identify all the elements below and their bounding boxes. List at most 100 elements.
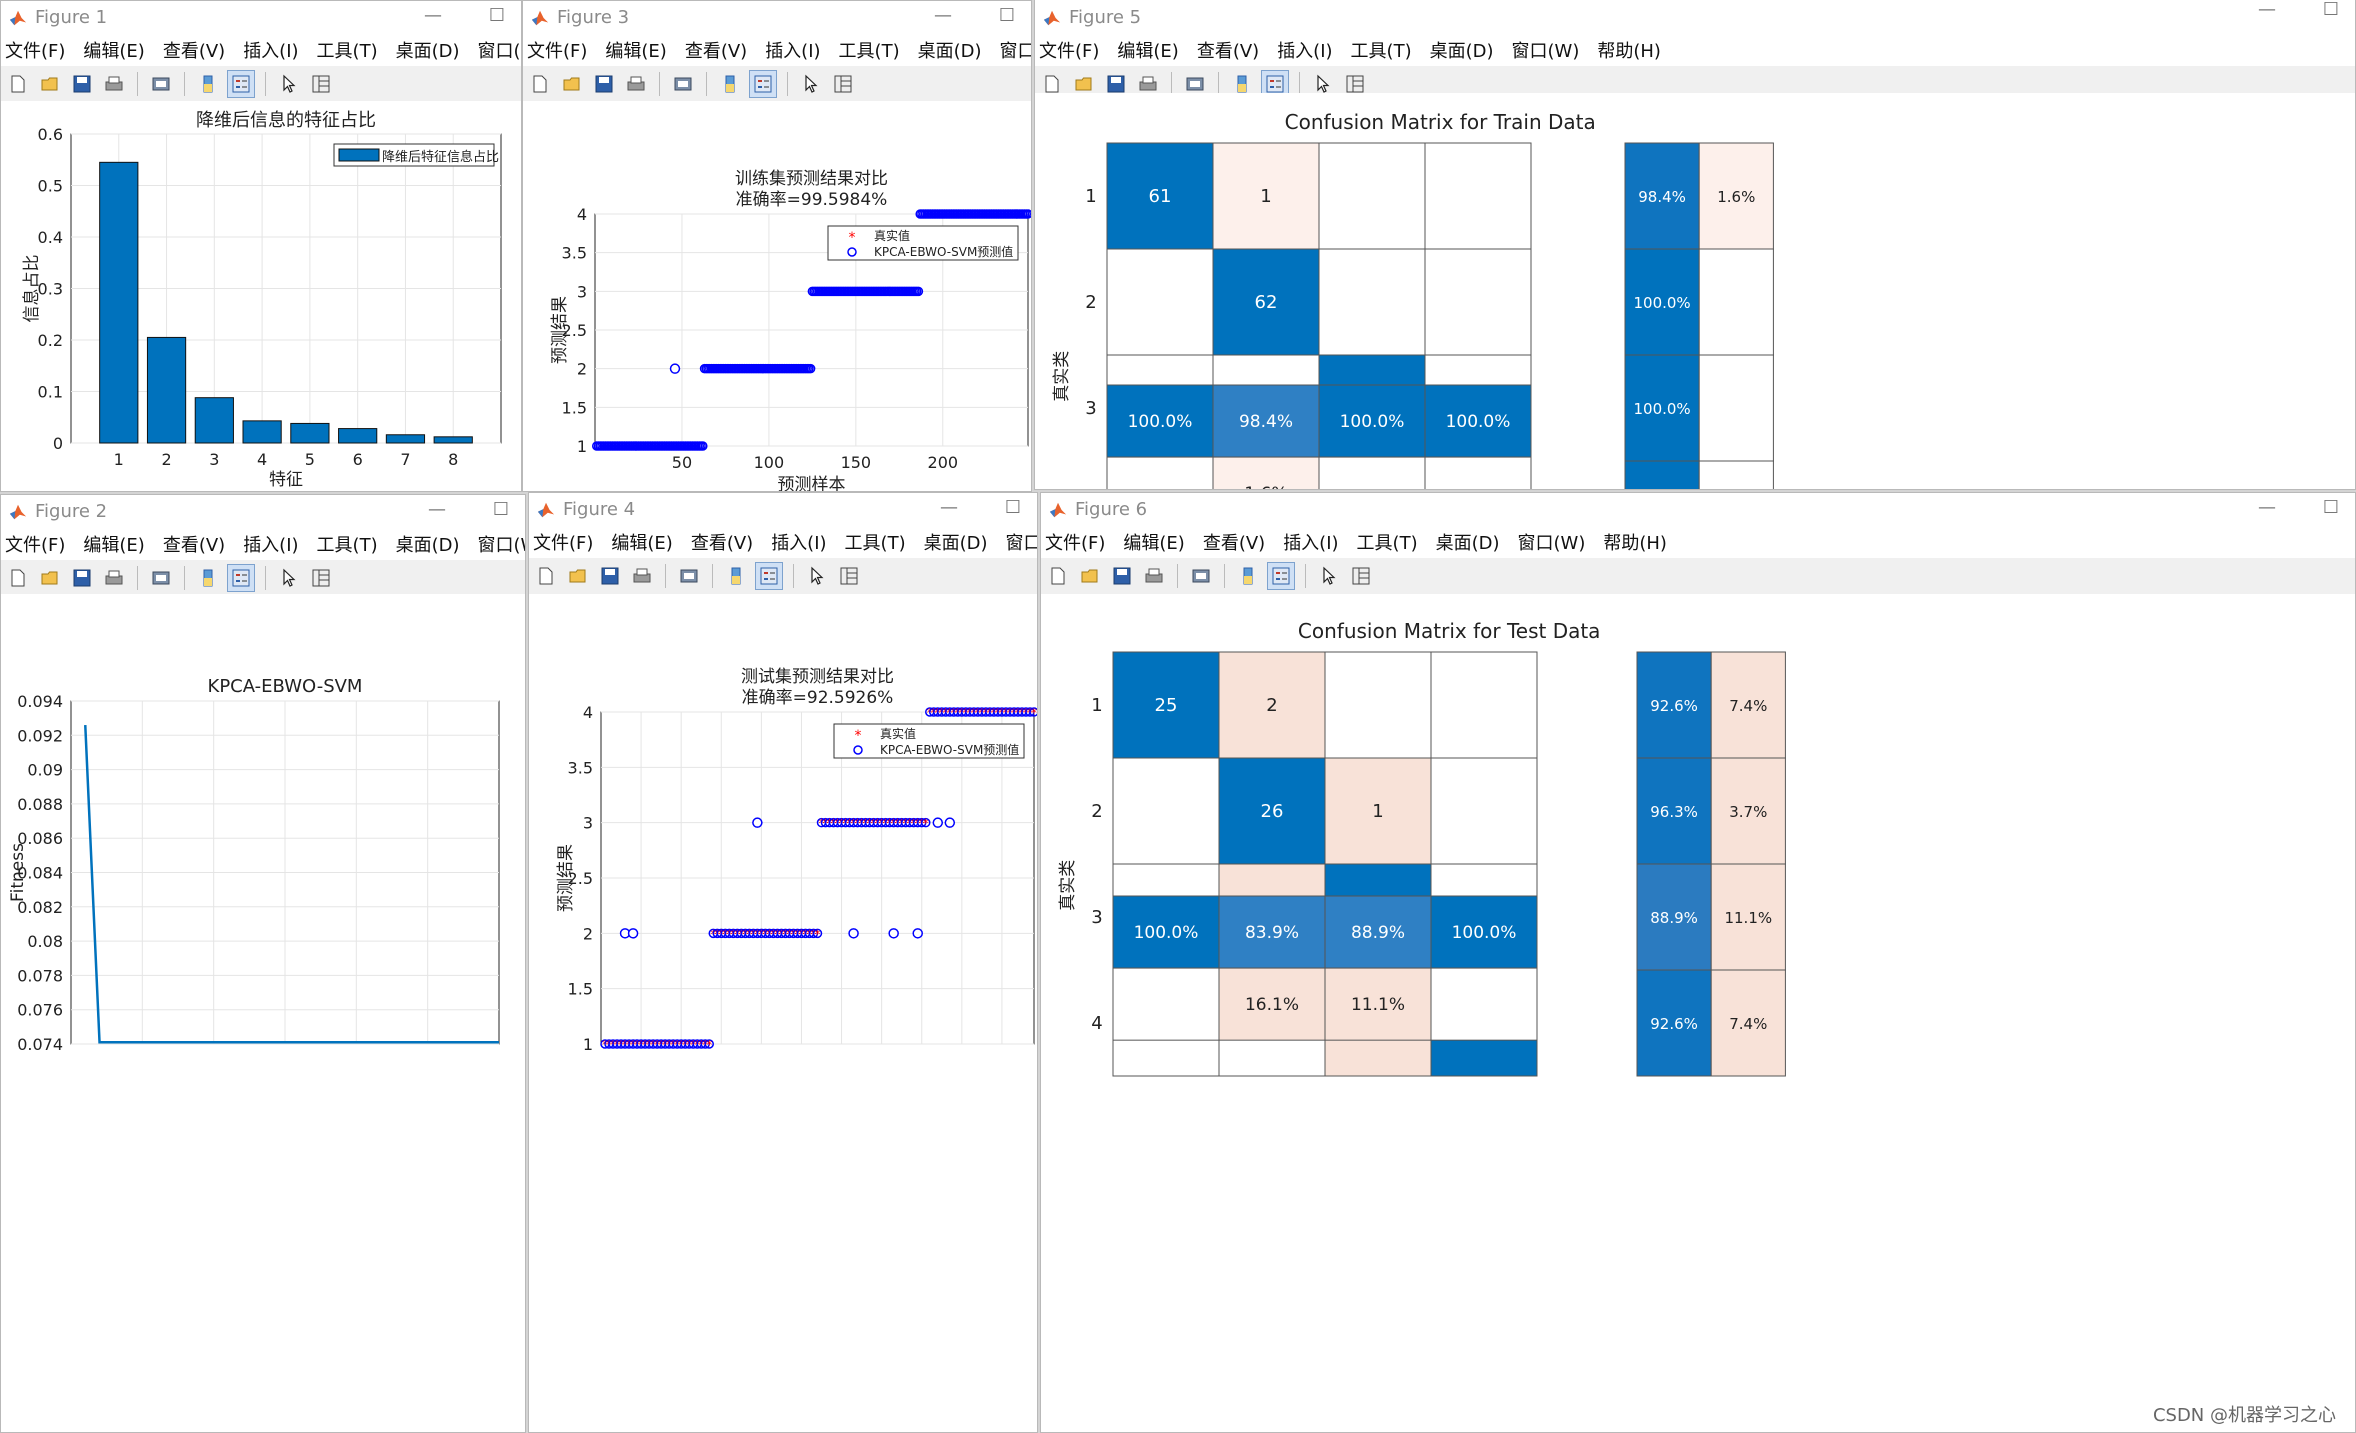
menu-item[interactable]: 工具(T) (1350, 41, 1412, 62)
colorbar-button[interactable] (723, 563, 749, 589)
property-editor-button[interactable] (308, 71, 334, 97)
menu-item[interactable]: 工具(T) (838, 41, 900, 62)
menu-item[interactable]: 插入(I) (243, 41, 299, 62)
new-file-button[interactable] (5, 565, 31, 591)
menu-item[interactable]: 桌面(D) (1429, 41, 1494, 62)
window-titlebar[interactable]: Figure 1 — ☐ (1, 1, 521, 34)
maximize-button[interactable]: ☐ (2322, 0, 2340, 20)
menu-item[interactable]: 窗口(W) (1517, 533, 1586, 554)
window-titlebar[interactable]: Figure 4 — ☐ (529, 493, 1037, 526)
menu-item[interactable]: 工具(T) (844, 533, 906, 554)
menu-item[interactable]: 窗口(W) (999, 41, 1032, 62)
menu-item[interactable]: 查看(V) (1196, 41, 1260, 62)
colorbar-button[interactable] (1235, 563, 1261, 589)
link-plot-button[interactable] (1188, 563, 1214, 589)
link-plot-button[interactable] (1182, 71, 1208, 97)
open-folder-button[interactable] (565, 563, 591, 589)
menu-item[interactable]: 文件(F) (1039, 41, 1100, 62)
open-folder-button[interactable] (559, 71, 585, 97)
maximize-button[interactable]: ☐ (1004, 497, 1022, 518)
legend-button[interactable] (1267, 562, 1295, 590)
property-editor-button[interactable] (308, 565, 334, 591)
open-folder-button[interactable] (37, 565, 63, 591)
new-file-button[interactable] (533, 563, 559, 589)
menu-item[interactable]: 编辑(E) (83, 535, 145, 556)
window-titlebar[interactable]: Figure 5 — ☐ (1035, 0, 2355, 34)
save-button[interactable] (1103, 71, 1129, 97)
menu-item[interactable]: 插入(I) (1283, 533, 1339, 554)
property-editor-button[interactable] (830, 71, 856, 97)
menu-item[interactable]: 文件(F) (5, 41, 66, 62)
menu-item[interactable]: 文件(F) (527, 41, 588, 62)
link-plot-button[interactable] (148, 565, 174, 591)
menu-item[interactable]: 窗口(W) (1005, 533, 1038, 554)
minimize-button[interactable]: — (2258, 497, 2276, 518)
pointer-button[interactable] (798, 71, 824, 97)
pointer-button[interactable] (1316, 563, 1342, 589)
print-button[interactable] (101, 71, 127, 97)
legend-button[interactable] (227, 70, 255, 98)
minimize-button[interactable]: — (424, 5, 442, 26)
figure-window-1[interactable]: Figure 1 — ☐ 文件(F) 编辑(E) 查看(V) 插入(I) 工具(T) 桌面(D)… (0, 0, 522, 492)
maximize-button[interactable]: ☐ (492, 499, 510, 520)
property-editor-button[interactable] (1348, 563, 1374, 589)
new-file-button[interactable] (527, 71, 553, 97)
menu-item[interactable]: 插入(I) (765, 41, 821, 62)
menu-item[interactable]: 桌面(D) (395, 41, 460, 62)
menu-item[interactable]: 帮助(H) (1597, 41, 1661, 62)
menu-item[interactable]: 插入(I) (243, 535, 299, 556)
legend-button[interactable] (749, 70, 777, 98)
minimize-button[interactable]: — (2258, 0, 2276, 20)
pointer-button[interactable] (1310, 71, 1336, 97)
maximize-button[interactable]: ☐ (998, 5, 1016, 26)
menu-item[interactable]: 桌面(D) (917, 41, 982, 62)
figure-window-3[interactable]: Figure 3 — ☐ 文件(F) 编辑(E) 查看(V) 插入(I) 工具(T) 桌面(D)… (522, 0, 1032, 492)
figure-window-6[interactable]: Figure 6 — ☐ 文件(F) 编辑(E) 查看(V) 插入(I) 工具(T) 桌面(D)… (1040, 492, 2356, 1433)
minimize-button[interactable]: — (940, 497, 958, 518)
menu-item[interactable]: 编辑(E) (1117, 41, 1179, 62)
legend-button[interactable] (227, 564, 255, 592)
maximize-button[interactable]: ☐ (488, 5, 506, 26)
menu-item[interactable]: 窗口(W) (1511, 41, 1580, 62)
save-button[interactable] (69, 71, 95, 97)
menu-item[interactable]: 工具(T) (1356, 533, 1418, 554)
menu-item[interactable]: 帮助(H) (1603, 533, 1667, 554)
menu-item[interactable]: 查看(V) (690, 533, 754, 554)
menu-item[interactable]: 查看(V) (162, 41, 226, 62)
property-editor-button[interactable] (1342, 71, 1368, 97)
save-button[interactable] (1109, 563, 1135, 589)
new-file-button[interactable] (5, 71, 31, 97)
print-button[interactable] (1141, 563, 1167, 589)
menu-item[interactable]: 查看(V) (1202, 533, 1266, 554)
menu-item[interactable]: 桌面(D) (1435, 533, 1500, 554)
menu-item[interactable]: 编辑(E) (605, 41, 667, 62)
pointer-button[interactable] (276, 565, 302, 591)
menu-item[interactable]: 编辑(E) (1123, 533, 1185, 554)
figure-window-2[interactable]: Figure 2 — ☐ 文件(F) 编辑(E) 查看(V) 插入(I) 工具(T) 桌面(D)… (0, 494, 526, 1433)
window-titlebar[interactable]: Figure 2 — ☐ (1, 495, 525, 528)
menu-item[interactable]: 工具(T) (316, 535, 378, 556)
colorbar-button[interactable] (195, 565, 221, 591)
print-button[interactable] (1135, 71, 1161, 97)
new-file-button[interactable] (1045, 563, 1071, 589)
save-button[interactable] (597, 563, 623, 589)
menu-item[interactable]: 桌面(D) (923, 533, 988, 554)
colorbar-button[interactable] (1229, 71, 1255, 97)
menu-item[interactable]: 编辑(E) (611, 533, 673, 554)
open-folder-button[interactable] (1077, 563, 1103, 589)
menu-item[interactable]: 窗口(W) (477, 535, 526, 556)
open-folder-button[interactable] (1071, 71, 1097, 97)
print-button[interactable] (623, 71, 649, 97)
link-plot-button[interactable] (148, 71, 174, 97)
menu-item[interactable]: 插入(I) (771, 533, 827, 554)
menu-item[interactable]: 文件(F) (533, 533, 594, 554)
window-titlebar[interactable]: Figure 3 — ☐ (523, 1, 1031, 34)
colorbar-button[interactable] (195, 71, 221, 97)
link-plot-button[interactable] (676, 563, 702, 589)
save-button[interactable] (591, 71, 617, 97)
open-folder-button[interactable] (37, 71, 63, 97)
pointer-button[interactable] (276, 71, 302, 97)
menu-item[interactable]: 文件(F) (1045, 533, 1106, 554)
menu-item[interactable]: 窗口(W) (477, 41, 522, 62)
menu-item[interactable]: 查看(V) (162, 535, 226, 556)
